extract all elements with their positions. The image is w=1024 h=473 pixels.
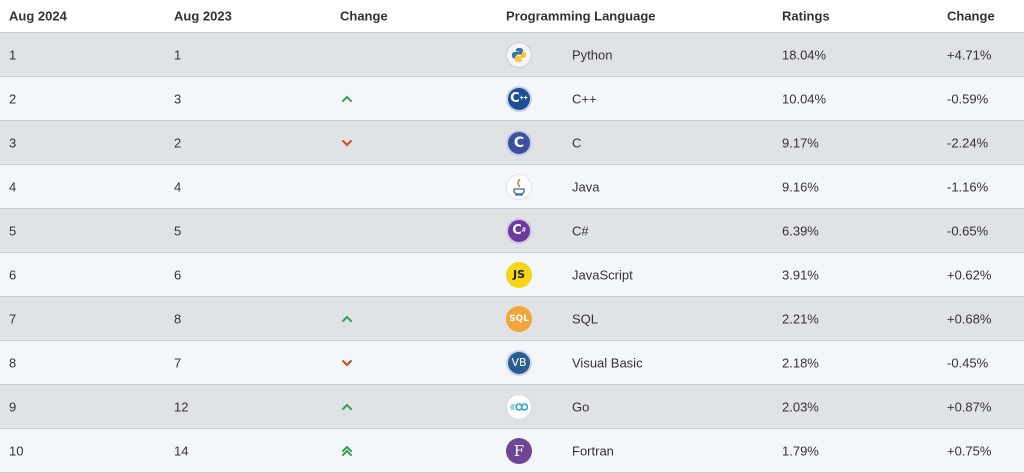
c-logo-icon: C bbox=[506, 129, 532, 156]
rank-previous: 4 bbox=[174, 179, 182, 194]
go-logo-icon bbox=[506, 393, 532, 420]
rating-value: 9.17% bbox=[782, 135, 819, 150]
rating-value: 18.04% bbox=[782, 47, 827, 62]
trend-up-icon bbox=[342, 95, 352, 102]
rank-previous: 7 bbox=[174, 355, 182, 370]
rank-current: 10 bbox=[9, 443, 24, 458]
rating-change: +0.75% bbox=[947, 443, 992, 458]
table-row: 6 6 JS JavaScript 3.91% +0.62% bbox=[0, 253, 1024, 297]
rating-change: +0.62% bbox=[947, 267, 992, 282]
rank-previous: 5 bbox=[174, 223, 182, 238]
rank-previous: 12 bbox=[174, 399, 189, 414]
javascript-logo-icon: JS bbox=[506, 261, 532, 288]
language-name: C++ bbox=[572, 91, 597, 106]
header-programming-language: Programming Language bbox=[506, 8, 656, 24]
rating-value: 2.18% bbox=[782, 355, 819, 370]
rank-previous: 14 bbox=[174, 443, 189, 458]
rating-change: +4.71% bbox=[947, 47, 992, 62]
python-logo-icon bbox=[506, 41, 532, 68]
fortran-logo-icon: F bbox=[506, 437, 532, 464]
sql-logo-icon: SQL bbox=[506, 305, 532, 332]
language-name: Python bbox=[572, 47, 613, 62]
trend-up-icon bbox=[342, 315, 352, 322]
table-row: 1 1 Python 18.04% +4.71% bbox=[0, 33, 1024, 77]
language-name: Visual Basic bbox=[572, 355, 643, 370]
visual-basic-logo-icon: VB bbox=[506, 349, 532, 376]
language-name: Java bbox=[572, 179, 600, 194]
trend-up-icon bbox=[342, 403, 352, 410]
language-name: JavaScript bbox=[572, 267, 633, 282]
trend-double-up-icon bbox=[342, 445, 352, 456]
rating-change: +0.87% bbox=[947, 399, 992, 414]
rank-previous: 1 bbox=[174, 47, 182, 62]
header-aug-2023: Aug 2023 bbox=[174, 8, 232, 24]
table-header: Aug 2024 Aug 2023 Change Programming Lan… bbox=[0, 0, 1024, 33]
language-name: Go bbox=[572, 399, 590, 414]
rank-change-indicator bbox=[340, 358, 354, 368]
rating-change: -2.24% bbox=[947, 135, 989, 150]
rank-current: 8 bbox=[9, 355, 17, 370]
rating-value: 10.04% bbox=[782, 91, 827, 106]
rank-change-indicator bbox=[340, 402, 354, 412]
table-row: 10 14 F Fortran 1.79% +0.75% bbox=[0, 429, 1024, 473]
table-row: 7 8 SQL SQL 2.21% +0.68% bbox=[0, 297, 1024, 341]
rank-change-indicator bbox=[340, 138, 354, 148]
rank-current: 4 bbox=[9, 179, 17, 194]
header-rating-change: Change bbox=[947, 8, 995, 24]
table-row: 5 5 C # C# 6.39% -0.65% bbox=[0, 209, 1024, 253]
rank-current: 7 bbox=[9, 311, 17, 326]
rank-change-indicator bbox=[340, 314, 354, 324]
rank-change-indicator bbox=[340, 445, 354, 457]
rank-previous: 8 bbox=[174, 311, 182, 326]
table-body: 1 1 Python 18.04% +4.71% 2 3 C ++ C++ 10.… bbox=[0, 33, 1024, 473]
rank-current: 2 bbox=[9, 91, 17, 106]
rating-value: 6.39% bbox=[782, 223, 819, 238]
table-row: 3 2 C C 9.17% -2.24% bbox=[0, 121, 1024, 165]
csharp-logo-icon: C # bbox=[506, 217, 532, 244]
rank-previous: 3 bbox=[174, 91, 182, 106]
table-row: 4 4 Java 9.16% -1.16% bbox=[0, 165, 1024, 209]
header-ratings: Ratings bbox=[782, 8, 830, 24]
rating-value: 9.16% bbox=[782, 179, 819, 194]
rank-previous: 6 bbox=[174, 267, 182, 282]
rank-current: 3 bbox=[9, 135, 17, 150]
language-name: Fortran bbox=[572, 443, 614, 458]
table-row: 8 7 VB Visual Basic 2.18% -0.45% bbox=[0, 341, 1024, 385]
rating-change: -0.65% bbox=[947, 223, 989, 238]
rating-value: 2.21% bbox=[782, 311, 819, 326]
language-name: C# bbox=[572, 223, 589, 238]
rank-current: 5 bbox=[9, 223, 17, 238]
rating-change: -0.45% bbox=[947, 355, 989, 370]
cpp-logo-icon: C ++ bbox=[506, 85, 532, 112]
rank-current: 6 bbox=[9, 267, 17, 282]
rating-change: +0.68% bbox=[947, 311, 992, 326]
rank-previous: 2 bbox=[174, 135, 182, 150]
rating-change: -0.59% bbox=[947, 91, 989, 106]
rating-value: 3.91% bbox=[782, 267, 819, 282]
language-name: C bbox=[572, 135, 582, 150]
rank-current: 9 bbox=[9, 399, 17, 414]
rank-change-indicator bbox=[340, 94, 354, 104]
rating-value: 2.03% bbox=[782, 399, 819, 414]
language-name: SQL bbox=[572, 311, 599, 326]
java-logo-icon bbox=[506, 173, 532, 200]
trend-down-icon bbox=[342, 359, 352, 366]
header-change: Change bbox=[340, 8, 388, 24]
rating-value: 1.79% bbox=[782, 443, 819, 458]
trend-down-icon bbox=[342, 139, 352, 146]
header-aug-2024: Aug 2024 bbox=[9, 8, 67, 24]
table-row: 2 3 C ++ C++ 10.04% -0.59% bbox=[0, 77, 1024, 121]
rating-change: -1.16% bbox=[947, 179, 989, 194]
rank-current: 1 bbox=[9, 47, 17, 62]
table-row: 9 12 Go 2.03% +0.87% bbox=[0, 385, 1024, 429]
